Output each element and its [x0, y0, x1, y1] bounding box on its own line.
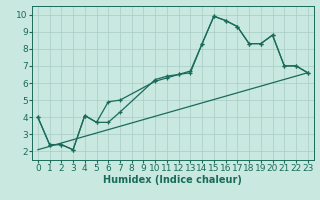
X-axis label: Humidex (Indice chaleur): Humidex (Indice chaleur)	[103, 175, 242, 185]
